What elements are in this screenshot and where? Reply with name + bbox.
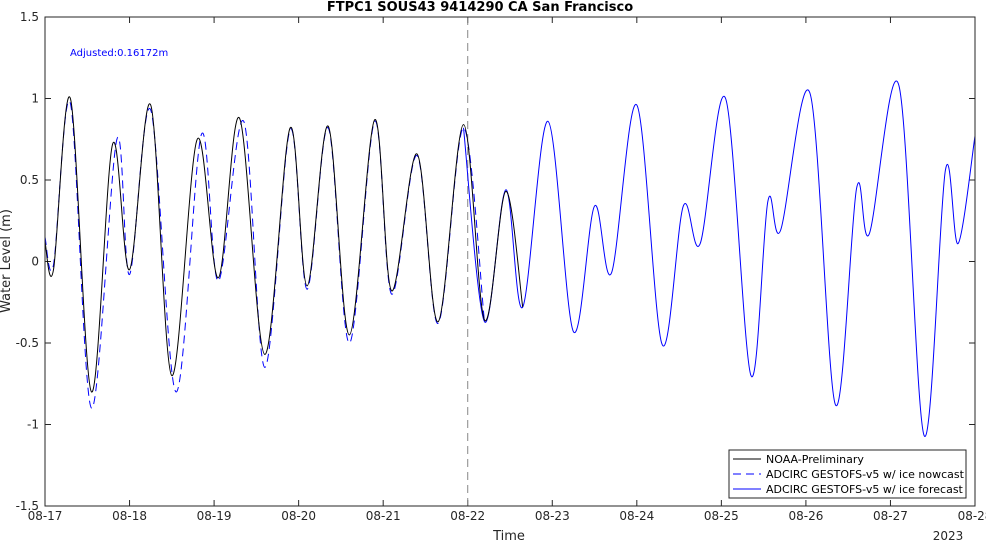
y-tick-label: -1.5 [16, 499, 39, 513]
y-tick-label: 1 [31, 92, 39, 106]
data-series [44, 80, 976, 437]
x-tick-label: 08-27 [873, 509, 908, 523]
chart-title: FTPC1 SOUS43 9414290 CA San Francisco [327, 0, 633, 15]
series-line-noaa-preliminary [44, 96, 524, 393]
series-line-adcirc-gestofs-v5-w-ice-forecast [463, 80, 976, 437]
x-tick-label: 08-26 [788, 509, 823, 523]
x-tick-label: 08-28 [958, 509, 986, 523]
legend-box [728, 449, 967, 499]
x-tick-label: 08-24 [619, 509, 654, 523]
adjustment-annotation: Adjusted:0.16172m [70, 48, 168, 59]
y-tick-label: -0.5 [16, 336, 39, 350]
x-tick-label: 08-17 [28, 509, 63, 523]
legend-label-forecast: ADCIRC GESTOFS-v5 w/ ice forecast [766, 483, 964, 496]
y-tick-label: 1.5 [20, 10, 39, 24]
x-axis-title: Time [492, 529, 525, 541]
x-tick-label: 08-25 [704, 509, 739, 523]
y-axis-ticks: -1.5 -1 -0.5 0 0.5 1 1.5 [16, 10, 975, 513]
x-tick-label: 08-22 [450, 509, 485, 523]
y-axis-title: Water Level (m) [0, 209, 14, 313]
x-tick-label: 08-23 [535, 509, 570, 523]
y-tick-label: -1 [27, 418, 39, 432]
plot-frame [44, 16, 976, 507]
legend-label-noaa: NOAA-Preliminary [766, 453, 864, 466]
x-tick-label: 08-19 [197, 509, 232, 523]
x-tick-label: 08-18 [112, 509, 147, 523]
x-tick-label: 08-21 [366, 509, 401, 523]
x-year-label: 2023 [933, 529, 964, 541]
x-tick-label: 08-20 [281, 509, 316, 523]
y-tick-label: 0.5 [20, 173, 39, 187]
legend-label-nowcast: ADCIRC GESTOFS-v5 w/ ice nowcast [766, 468, 965, 481]
legend: NOAA-Preliminary ADCIRC GESTOFS-v5 w/ ic… [728, 449, 967, 499]
y-tick-label: 0 [31, 255, 39, 269]
x-axis-ticks: 08-17 08-18 08-19 08-20 08-21 08-22 08-23 08-24… [28, 17, 986, 523]
series-line-adcirc-gestofs-v5-w-ice-nowcast [44, 100, 486, 409]
plot-area-background [45, 17, 975, 506]
